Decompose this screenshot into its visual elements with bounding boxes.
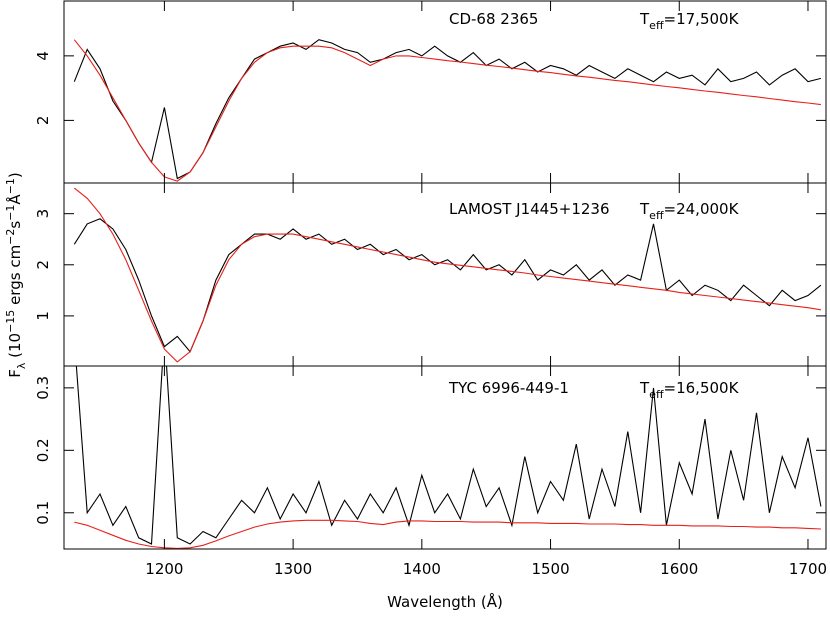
- label-part: −15: [4, 310, 17, 333]
- label-part: ergs cm: [6, 245, 24, 310]
- label-part: (10: [6, 333, 24, 363]
- y-tick-label: 1: [34, 311, 52, 321]
- y-tick-label: 4: [34, 51, 52, 61]
- annotation-part: T: [639, 10, 650, 28]
- spectrum-line: [75, 366, 822, 545]
- label-part: −1: [4, 205, 17, 221]
- label-part: λ: [15, 362, 28, 369]
- label-part: −1: [4, 178, 17, 194]
- x-tick-label: 1500: [531, 560, 569, 578]
- x-axis-label: Wavelength (Å): [387, 592, 503, 611]
- panel-frame: [63, 365, 827, 550]
- panel-plot: [73, 187, 822, 363]
- y-tick-label: 2: [34, 116, 52, 126]
- panel-title: CD-68 2365: [449, 10, 538, 28]
- spectrum-line: [74, 519, 821, 549]
- y-tick-label: 3: [34, 209, 52, 219]
- y-tick-label: 0.3: [34, 376, 52, 400]
- y-tick-label: 0.2: [34, 438, 52, 462]
- panel-plot: [73, 39, 822, 182]
- annotation-part: eff: [649, 388, 664, 401]
- annotation-part: eff: [649, 19, 664, 32]
- label-part: Å: [5, 194, 24, 205]
- panel-annotation: Teff=17,500K: [639, 10, 740, 32]
- y-tick-label: 0.1: [34, 501, 52, 525]
- x-tick-label: 1700: [789, 560, 827, 578]
- x-tick-label: 1200: [145, 560, 183, 578]
- panel-annotation: Teff=24,000K: [639, 200, 740, 222]
- panel-title: LAMOST J1445+1236: [449, 200, 610, 218]
- x-tick-label: 1300: [274, 560, 312, 578]
- spectrum-line: [73, 218, 822, 353]
- annotation-part: =17,500K: [664, 10, 740, 28]
- x-tick-label: 1600: [660, 560, 698, 578]
- spectrum-line: [73, 187, 821, 363]
- panel-plot: [74, 366, 822, 549]
- x-tick-label: 1400: [403, 560, 441, 578]
- y-axis-label: Fλ (10−15 ergs cm−2s−1Å−1): [4, 172, 28, 378]
- panel-title: TYC 6996-449-1: [448, 379, 569, 397]
- annotation-part: =24,000K: [664, 200, 740, 218]
- spectrum-line: [73, 39, 821, 182]
- label-part: ): [6, 172, 24, 178]
- annotation-part: eff: [649, 209, 664, 222]
- annotation-part: T: [639, 200, 650, 218]
- label-part: −2: [4, 229, 17, 245]
- annotation-part: T: [639, 379, 650, 397]
- label-part: s: [6, 221, 24, 229]
- y-tick-label: 2: [34, 260, 52, 270]
- label-part: F: [6, 369, 24, 378]
- annotation-part: =16,500K: [664, 379, 740, 397]
